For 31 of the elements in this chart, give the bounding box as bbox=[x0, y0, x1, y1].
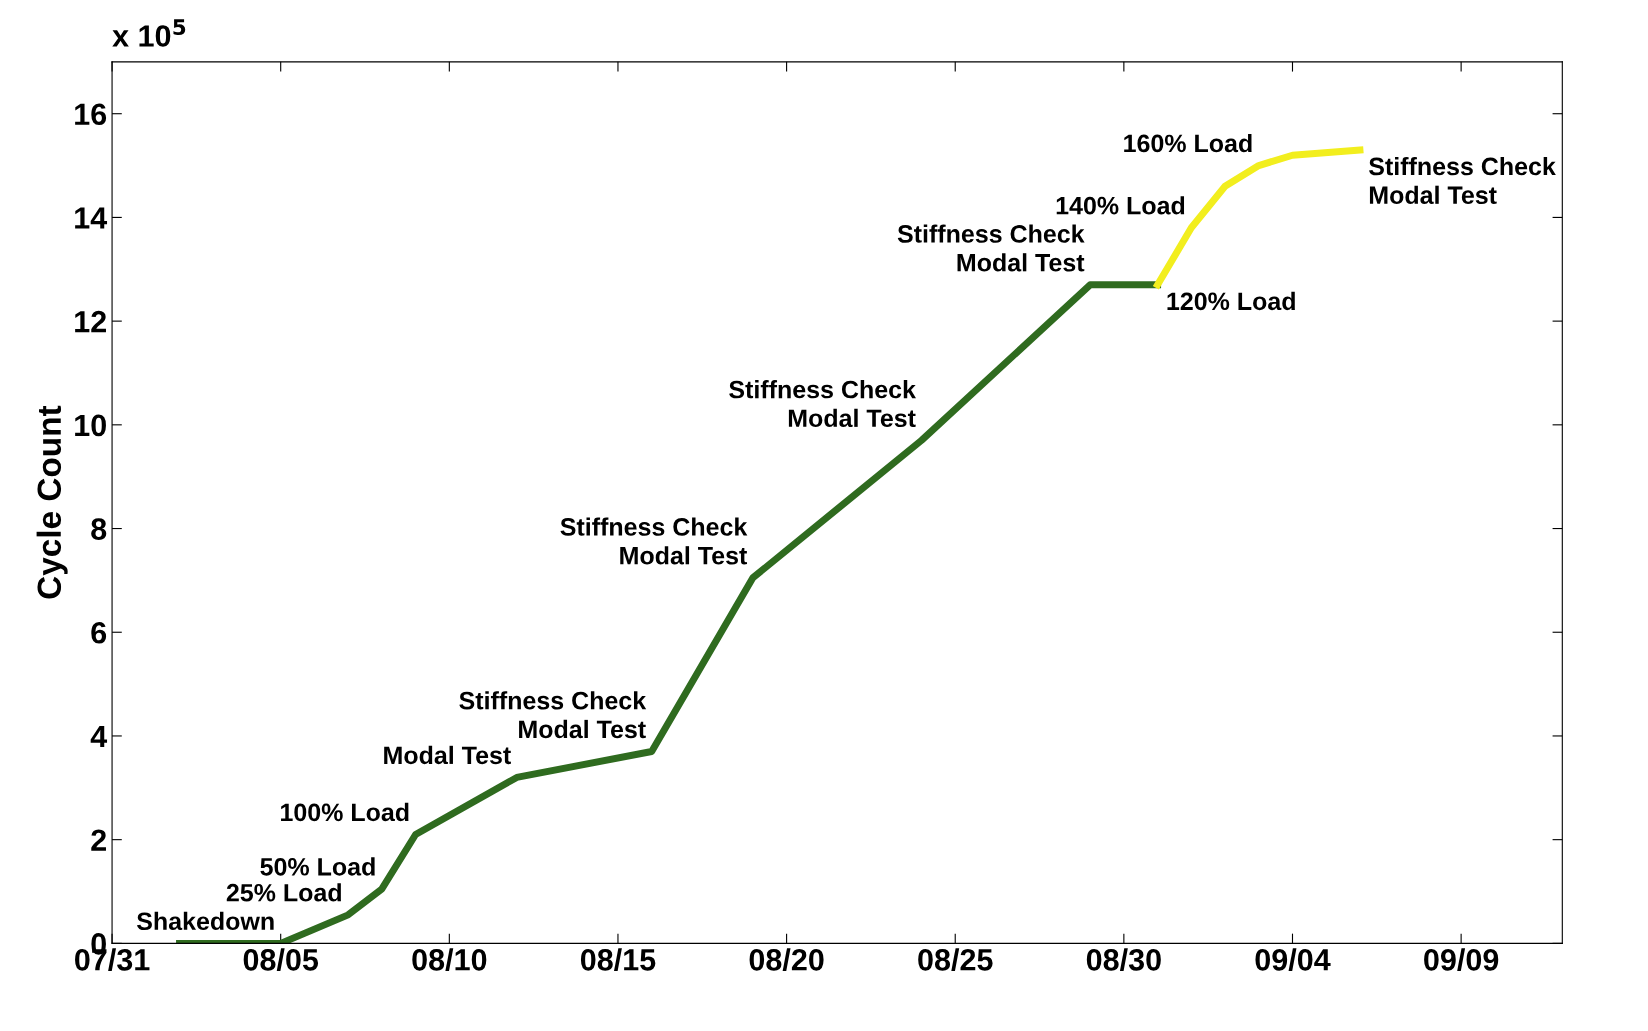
annotation: Stiffness Check Modal Test bbox=[729, 380, 916, 428]
annotation: 120% Load bbox=[1167, 291, 1295, 311]
x-tick-label: 09/09 bbox=[1424, 948, 1499, 971]
annotation: Stiffness Check Modal Test bbox=[1369, 156, 1556, 205]
annotation: 100% Load bbox=[281, 802, 409, 822]
x-tick-label: 08/30 bbox=[1086, 948, 1161, 971]
y-tick-label: 10 bbox=[75, 414, 106, 437]
annotation: Shakedown bbox=[136, 911, 274, 931]
annotation: 25% Load bbox=[226, 883, 341, 902]
y-axis-title: Cycle Count bbox=[36, 405, 68, 599]
y-tick-label: 2 bbox=[91, 829, 106, 851]
y-tick-label: 4 bbox=[90, 726, 108, 748]
y-tick-label: 16 bbox=[75, 103, 107, 126]
annotation: Stiffness Check Modal Test bbox=[560, 517, 748, 565]
annotation: Stiffness Check Modal Test bbox=[897, 224, 1085, 272]
y-tick-label: 8 bbox=[91, 518, 107, 540]
y-tick-label: 12 bbox=[75, 310, 106, 333]
annotation: Modal Test bbox=[384, 745, 511, 765]
text: x 10$^{5}$ bbox=[112, 19, 186, 47]
x-tick-label: 08/20 bbox=[749, 948, 824, 971]
x-tick-label: 08/15 bbox=[580, 948, 656, 971]
annotation: 160% Load bbox=[1124, 133, 1252, 153]
x-tick-label: 08/25 bbox=[918, 948, 993, 971]
annotation: Stiffness Check Modal Test bbox=[459, 691, 647, 739]
x-tick-label: 08/05 bbox=[243, 948, 319, 971]
y-tick-label: 14 bbox=[75, 207, 108, 229]
annotation: 140% Load bbox=[1056, 196, 1185, 215]
y-tick-label: 6 bbox=[91, 621, 107, 644]
x-tick-label: 09/04 bbox=[1255, 948, 1331, 971]
x-tick-label: 08/10 bbox=[412, 948, 487, 971]
annotation: 50% Load bbox=[260, 857, 375, 876]
